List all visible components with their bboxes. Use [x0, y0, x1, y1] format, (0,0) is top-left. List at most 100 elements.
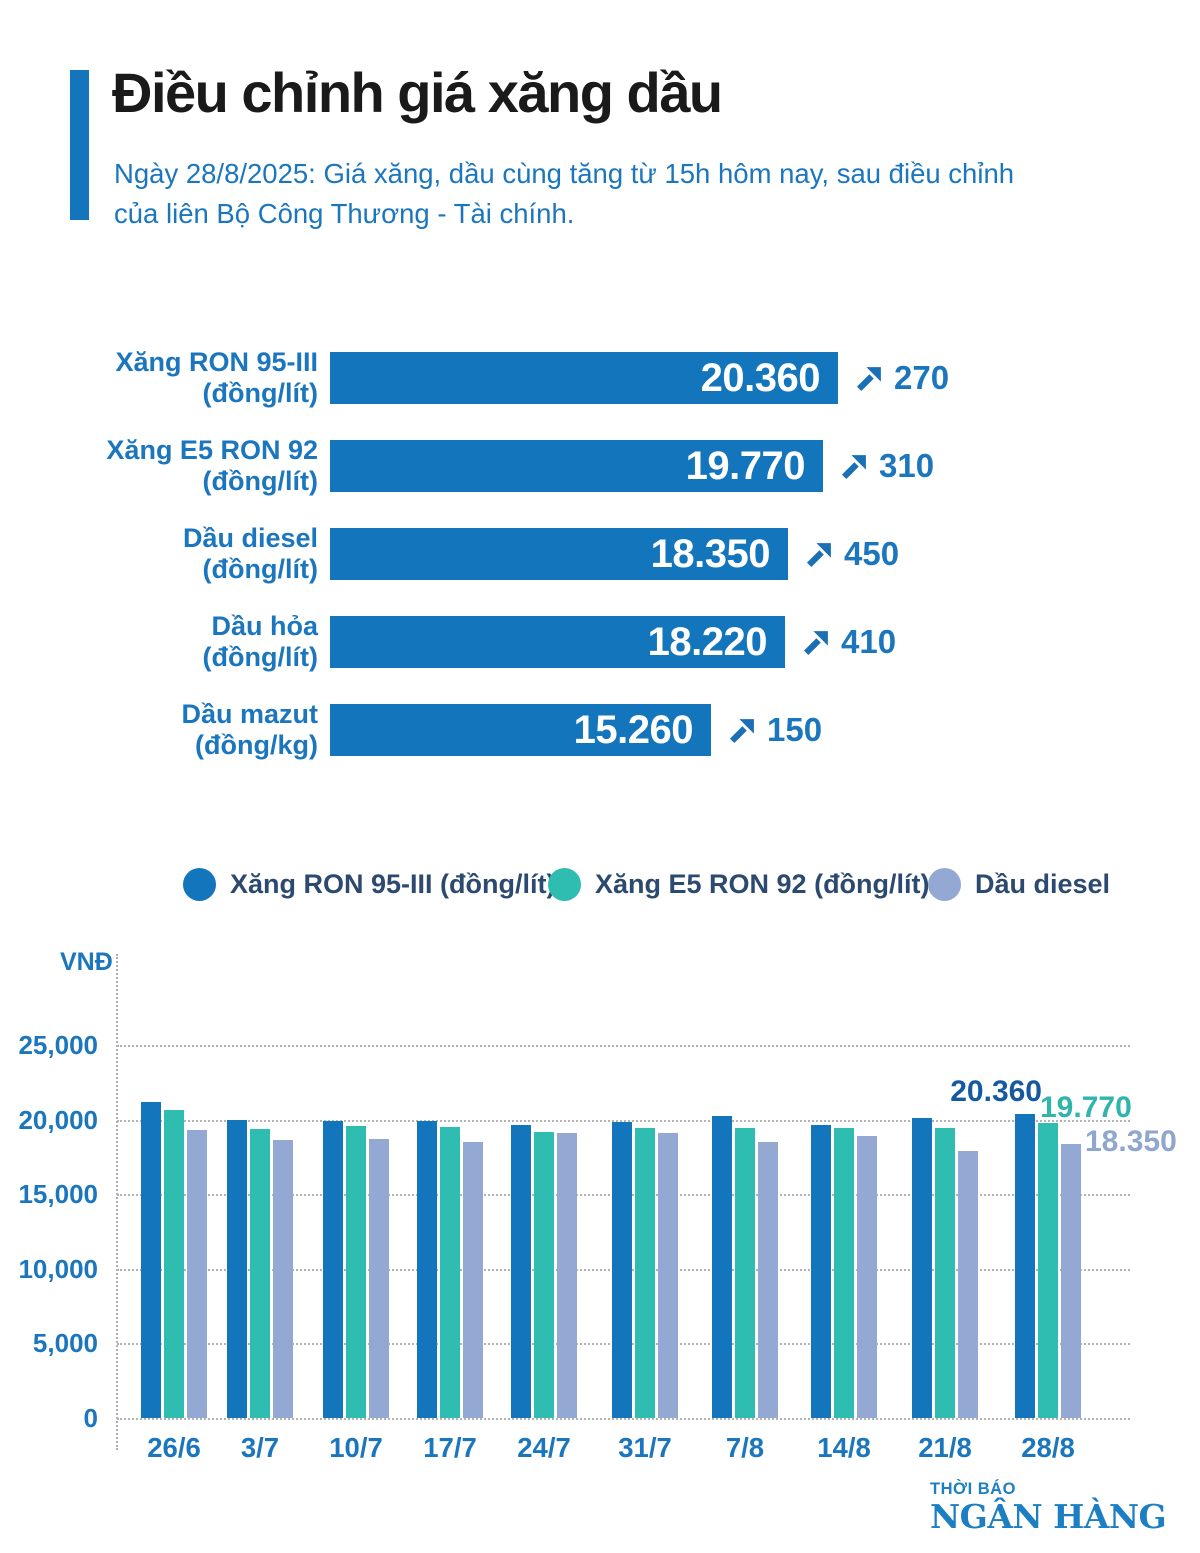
price-bar: 20.360	[330, 352, 838, 404]
bar-series1-24/7	[511, 1125, 531, 1418]
bar-series2-31/7	[635, 1128, 655, 1418]
bar-series3-10/7	[369, 1139, 389, 1418]
change-value: 410	[841, 623, 897, 660]
bar-series1-26/6	[141, 1102, 161, 1418]
fuel-unit: (đồng/kg)	[195, 730, 318, 760]
fuel-name: Dầu hỏa	[211, 611, 318, 641]
fuel-unit: (đồng/lít)	[202, 554, 318, 584]
y-tick-label: 25,000	[18, 1030, 98, 1060]
gridline-15000	[117, 1194, 1130, 1197]
bar-series1-21/8	[912, 1118, 932, 1418]
bar-series1-10/7	[323, 1121, 343, 1418]
price-bar: 15.260	[330, 704, 711, 756]
bar-series2-3/7	[250, 1129, 270, 1418]
price-value: 15.260	[573, 707, 694, 752]
y-tick-label: 5,000	[32, 1328, 98, 1358]
legend-item-ron95: Xăng RON 95-III (đồng/lít)	[183, 864, 556, 904]
bar-series3-28/8	[1061, 1144, 1081, 1418]
bar-series3-31/7	[658, 1133, 678, 1418]
fuel-row-kerosene: Dầu hỏa (đồng/lít) 18.220 410	[0, 611, 1200, 672]
bar-series1-17/7	[417, 1121, 437, 1418]
bar-series2-24/7	[534, 1132, 554, 1418]
change-value: 270	[894, 359, 950, 396]
legend-label: Dầu diesel	[975, 868, 1111, 899]
x-tick-label: 10/7	[329, 1432, 383, 1463]
bar-series2-17/7	[440, 1127, 460, 1418]
price-adjustment-chart: Xăng RON 95-III (đồng/lít) 20.360 270 Xă…	[0, 347, 1200, 792]
bar-series3-14/8	[857, 1136, 877, 1418]
price-value: 18.220	[647, 619, 768, 664]
legend-label: Xăng RON 95-III (đồng/lít)	[230, 868, 556, 899]
page-title: Điều chỉnh giá xăng dầu	[112, 61, 723, 124]
bar-series3-24/7	[557, 1133, 577, 1418]
y-tick-label: 0	[83, 1403, 98, 1433]
bar-series2-28/8	[1038, 1123, 1058, 1418]
y-tick-label: 20,000	[18, 1105, 98, 1135]
plot-area	[117, 1045, 1130, 1420]
chart-legend: Xăng RON 95-III (đồng/lít) Xăng E5 RON 9…	[0, 864, 1200, 904]
x-tick-label: 26/6	[147, 1432, 201, 1463]
y-tick-label: 10,000	[18, 1254, 98, 1284]
gridline-25000	[117, 1045, 1130, 1047]
price-bar: 18.220	[330, 616, 785, 668]
legend-dot-e5ron92	[548, 867, 581, 901]
legend-item-diesel: Dầu diesel	[928, 864, 1110, 904]
x-tick-label: 28/8	[1021, 1432, 1075, 1463]
bar-series2-14/8	[834, 1128, 854, 1418]
gridline-0	[117, 1418, 1130, 1420]
fuel-row-mazut: Dầu mazut (đồng/kg) 15.260 150	[0, 699, 1200, 760]
price-value: 20.360	[700, 355, 821, 400]
bar-series3-7/8	[758, 1142, 778, 1418]
bar-series2-26/6	[164, 1110, 184, 1418]
change-value: 150	[767, 711, 823, 748]
x-tick-label: 7/8	[725, 1432, 765, 1463]
x-tick-label: 3/7	[240, 1432, 280, 1463]
bar-series1-3/7	[227, 1120, 247, 1418]
x-tick-label: 17/7	[423, 1432, 477, 1463]
logo-top-line: THỜI BÁO	[930, 1480, 1016, 1498]
increase-arrow-icon	[806, 542, 831, 567]
fuel-row-diesel: Dầu diesel (đồng/lít) 18.350 450	[0, 523, 1200, 584]
bar-series1-28/8	[1015, 1114, 1035, 1418]
title-accent-bar	[70, 70, 89, 220]
price-bar: 18.350	[330, 528, 788, 580]
legend-label: Xăng E5 RON 92 (đồng/lít)	[595, 868, 930, 899]
fuel-unit: (đồng/lít)	[202, 466, 318, 496]
annotation-e5ron92-price: 19.770	[1040, 1091, 1132, 1124]
fuel-name: Xăng RON 95-III	[115, 347, 318, 377]
bar-series1-7/8	[712, 1116, 732, 1418]
x-tick-label: 14/8	[817, 1432, 871, 1463]
annotation-ron95-price: 20.360	[950, 1075, 1042, 1108]
logo-wordmark: NGÂN HÀNG	[930, 1497, 1167, 1536]
bar-series3-17/7	[463, 1142, 483, 1418]
increase-arrow-icon	[803, 630, 828, 655]
bar-series3-21/8	[958, 1151, 978, 1418]
price-value: 19.770	[685, 443, 806, 488]
bar-series3-3/7	[273, 1140, 293, 1418]
bar-series2-10/7	[346, 1126, 366, 1418]
bar-series2-7/8	[735, 1128, 755, 1418]
price-bar: 19.770	[330, 440, 823, 492]
fuel-row-ron95: Xăng RON 95-III (đồng/lít) 20.360 270	[0, 347, 1200, 408]
gridline-20000	[117, 1119, 1130, 1122]
annotation-diesel-price: 18.350	[1085, 1125, 1177, 1158]
y-axis-unit-label: VNĐ	[60, 948, 113, 976]
y-tick-label: 15,000	[18, 1179, 98, 1209]
x-tick-label: 24/7	[517, 1432, 571, 1463]
price-value: 18.350	[650, 531, 771, 576]
legend-item-e5ron92: Xăng E5 RON 92 (đồng/lít)	[548, 864, 930, 904]
bar-series1-14/8	[811, 1125, 831, 1418]
legend-dot-ron95	[183, 867, 216, 901]
fuel-name: Dầu mazut	[181, 699, 318, 729]
fuel-name: Dầu diesel	[182, 523, 318, 553]
x-tick-label: 31/7	[618, 1432, 672, 1463]
x-tick-label: 21/8	[918, 1432, 972, 1463]
bar-series3-26/6	[187, 1130, 207, 1418]
page-subtitle: Ngày 28/8/2025: Giá xăng, dầu cùng tăng …	[114, 158, 1015, 229]
gridline-5000	[117, 1343, 1130, 1346]
legend-dot-diesel	[928, 867, 961, 901]
increase-arrow-icon	[729, 718, 754, 743]
increase-arrow-icon	[841, 454, 866, 479]
bar-series2-21/8	[935, 1128, 955, 1418]
